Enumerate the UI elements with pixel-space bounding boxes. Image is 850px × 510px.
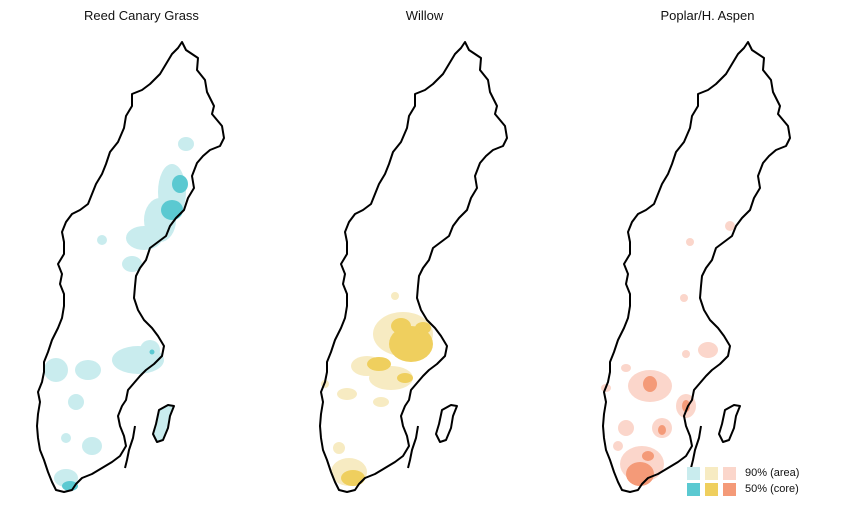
distribution-area-90	[601, 221, 735, 482]
legend-row-core: 50% (core)	[683, 482, 843, 496]
legend-swatch-reed-core	[687, 483, 700, 496]
panel-poplar-aspen: Poplar/H. Aspen	[566, 0, 849, 510]
legend-swatch-willow-core	[705, 483, 718, 496]
legend: 90% (area) 50% (core)	[683, 462, 843, 498]
country-outline	[319, 41, 508, 493]
legend-swatch-poplar-area	[723, 467, 736, 480]
legend-label-core: 50% (core)	[745, 483, 799, 495]
panel-title: Reed Canary Grass	[84, 8, 199, 23]
legend-label-area: 90% (area)	[745, 467, 800, 479]
distribution-area-90	[44, 137, 194, 487]
panel-reed-canary-grass: Reed Canary Grass	[0, 0, 283, 510]
legend-swatch-reed-area	[687, 467, 700, 480]
panel-title: Willow	[405, 8, 444, 23]
map-sweden-willow	[319, 41, 508, 493]
panel-willow: Willow	[283, 0, 566, 510]
legend-row-area: 90% (area)	[683, 466, 843, 480]
legend-swatch-poplar-core	[723, 483, 736, 496]
distribution-area-90	[321, 292, 433, 486]
map-sweden-reed-canary-grass	[36, 41, 225, 493]
panel-title: Poplar/H. Aspen	[660, 8, 755, 23]
map-sweden-poplar-aspen	[601, 41, 791, 493]
distribution-core-50	[62, 175, 188, 491]
distribution-core-50	[341, 318, 433, 486]
legend-swatch-willow-area	[705, 467, 718, 480]
